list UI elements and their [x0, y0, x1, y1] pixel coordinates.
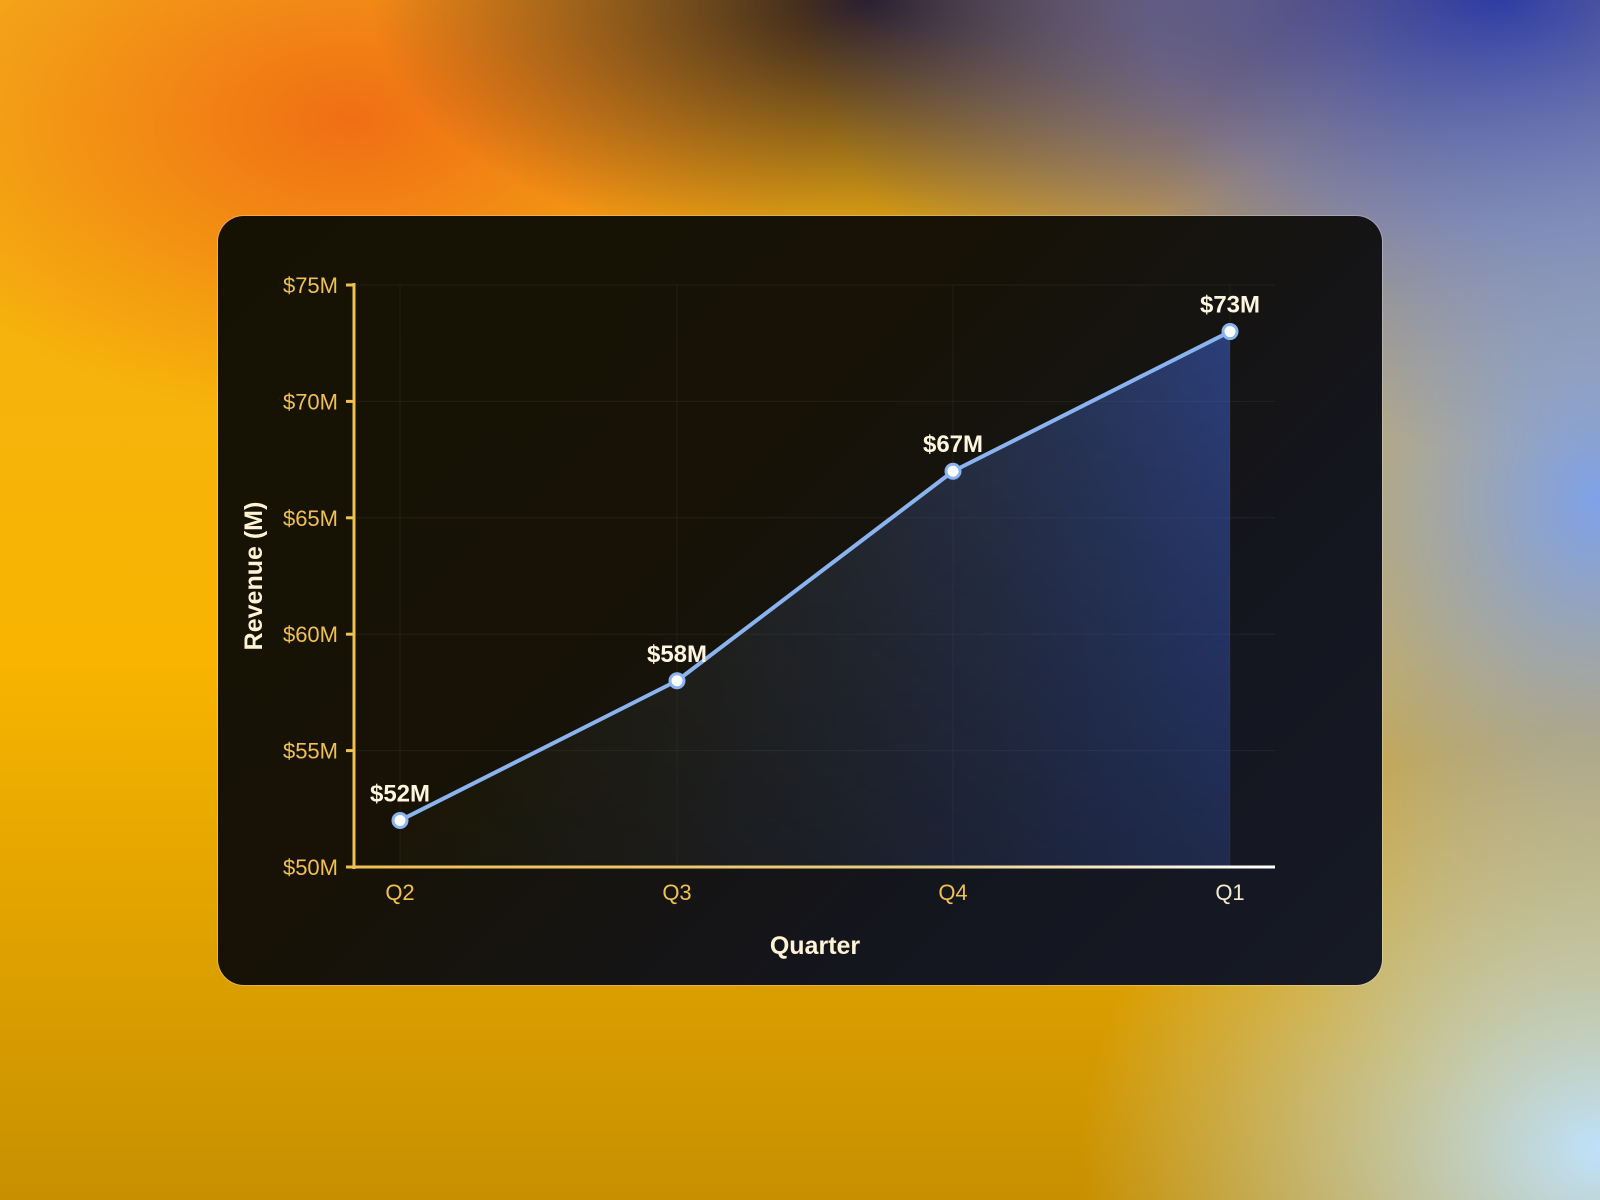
- y-axis-title: Revenue (M): [240, 502, 268, 651]
- x-tick-label: Q3: [662, 880, 691, 905]
- data-label: $52M: [370, 780, 430, 807]
- x-axis-line: [352, 865, 1275, 869]
- data-point: [1221, 323, 1239, 341]
- y-tick-label: $60M: [283, 622, 338, 647]
- data-label: $73M: [1200, 292, 1260, 319]
- data-label: $67M: [923, 431, 983, 458]
- y-tick-label: $75M: [283, 273, 338, 298]
- x-tick-label: Q1: [1215, 880, 1244, 905]
- data-point: [668, 672, 686, 690]
- area-fill: [400, 331, 1230, 867]
- x-tick-label: Q4: [938, 880, 967, 905]
- x-tick-label: Q2: [385, 880, 414, 905]
- y-tick-label: $65M: [283, 506, 338, 531]
- data-point: [944, 462, 962, 480]
- y-tick-label: $70M: [283, 389, 338, 414]
- y-tick-label: $50M: [283, 855, 338, 880]
- x-axis-title: Quarter: [770, 932, 861, 960]
- y-tick-label: $55M: [283, 739, 338, 764]
- axes: $50M $55M $60M $65M $70M $75M Q2 Q3 Q4 Q1: [283, 273, 1275, 905]
- data-point: [391, 811, 409, 829]
- data-label: $58M: [647, 641, 707, 668]
- series-line: [399, 329, 1231, 823]
